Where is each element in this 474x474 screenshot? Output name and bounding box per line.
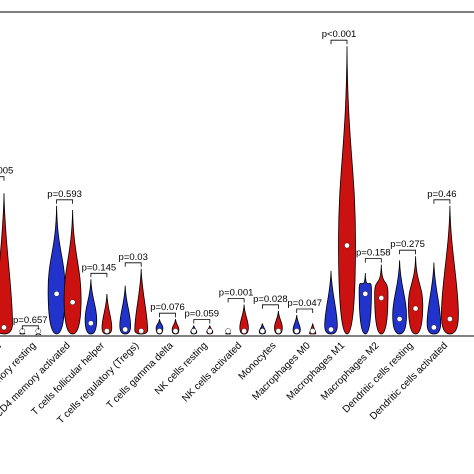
- pvalue-bracket-0: [0, 176, 5, 181]
- violin-b-7-median: [241, 328, 247, 334]
- pvalue-bracket-4: [124, 262, 142, 267]
- violin-b-2: [63, 209, 82, 335]
- violin-b-11-median: [378, 295, 385, 301]
- violin-b-9-median: [309, 328, 316, 334]
- violin-b-4: [134, 268, 149, 335]
- pvalue-label-9: p=0.047: [287, 298, 322, 309]
- violin-b-2-median: [69, 299, 76, 306]
- pvalue-label-12: p=0.275: [390, 239, 425, 250]
- violin-b-0-median: [1, 324, 7, 331]
- pvalue-bracket-2: [56, 199, 73, 204]
- pvalue-bracket-8: [262, 304, 279, 309]
- violin-a-10: [324, 270, 338, 335]
- violin-a-8-median: [259, 328, 266, 334]
- pvalue-bracket-12: [399, 249, 416, 255]
- pvalue-bracket-1: [21, 325, 39, 330]
- violin-a-5-median: [156, 328, 163, 334]
- pvalue-label-7: p=0.001: [219, 288, 254, 299]
- violin-b-10-median: [344, 242, 350, 249]
- violin-a-10-median: [328, 326, 334, 333]
- pvalue-bracket-11: [364, 258, 382, 263]
- violin-b-13: [440, 205, 459, 335]
- violin-b-8: [274, 310, 283, 335]
- violin-a-2: [47, 205, 66, 335]
- violin-b-10: [338, 46, 356, 335]
- pvalue-label-1: p=0.657: [13, 315, 48, 326]
- violin-a-11-median: [362, 290, 369, 297]
- violin-b-7: [239, 304, 249, 335]
- category-label-7: NK cells activated: [180, 340, 244, 404]
- category-label-9: Macrophages M0: [250, 340, 313, 403]
- violin-b-5-median: [172, 328, 179, 334]
- violin-a-6-median: [190, 328, 197, 334]
- pvalue-label-6: p=0.059: [184, 309, 219, 320]
- violin-a-3: [84, 279, 98, 335]
- violin-b-3: [101, 293, 113, 335]
- violin-b-4-median: [138, 328, 144, 334]
- pvalue-label-0: p=0.005: [0, 166, 13, 177]
- violin-a-13-median: [431, 324, 437, 331]
- pvalue-bracket-10: [330, 39, 348, 45]
- pvalue-label-3: p=0.145: [82, 262, 117, 273]
- violin-a-4-median: [122, 326, 128, 333]
- violin-a-12: [392, 260, 407, 335]
- violin-a-9-median: [293, 328, 300, 334]
- violin-b-0: [0, 193, 13, 335]
- violin-b-12: [408, 256, 424, 335]
- pvalue-label-8: p=0.028: [253, 294, 288, 305]
- violin-b-8-median: [275, 328, 282, 334]
- pvalue-label-10: p<0.001: [322, 29, 357, 40]
- pvalue-bracket-7: [227, 298, 245, 303]
- pvalue-label-4: p=0.03: [119, 252, 148, 263]
- pvalue-label-2: p=0.593: [47, 189, 82, 200]
- violin-a-12-median: [396, 316, 403, 322]
- violin-b-1: [35, 333, 42, 336]
- category-label-11: Macrophages M2: [319, 340, 382, 403]
- violin-a-7-median: [225, 328, 231, 334]
- pvalue-label-5: p=0.076: [150, 302, 185, 313]
- category-label-10: Macrophages M1: [285, 340, 348, 403]
- pvalue-bracket-6: [193, 319, 211, 324]
- violin-a-2-median: [53, 290, 60, 297]
- violin-b-12-median: [412, 305, 419, 312]
- pvalue-label-13: p=0.46: [427, 189, 456, 200]
- violin-a-13: [426, 262, 442, 335]
- violin-a-3-median: [88, 320, 94, 327]
- pvalue-bracket-3: [90, 272, 108, 278]
- pvalue-bracket-9: [296, 308, 314, 313]
- pvalue-bracket-5: [159, 312, 176, 318]
- violin-b-13-median: [447, 316, 453, 322]
- pvalue-label-11: p=0.158: [356, 248, 391, 259]
- pvalue-bracket-13: [433, 199, 451, 204]
- violin-a-4: [119, 285, 132, 335]
- category-label-5: T cells gamma delta: [105, 340, 176, 411]
- violin-b-6-median: [206, 328, 213, 334]
- violin-b-3-median: [104, 328, 110, 334]
- violin-a-11: [358, 272, 372, 335]
